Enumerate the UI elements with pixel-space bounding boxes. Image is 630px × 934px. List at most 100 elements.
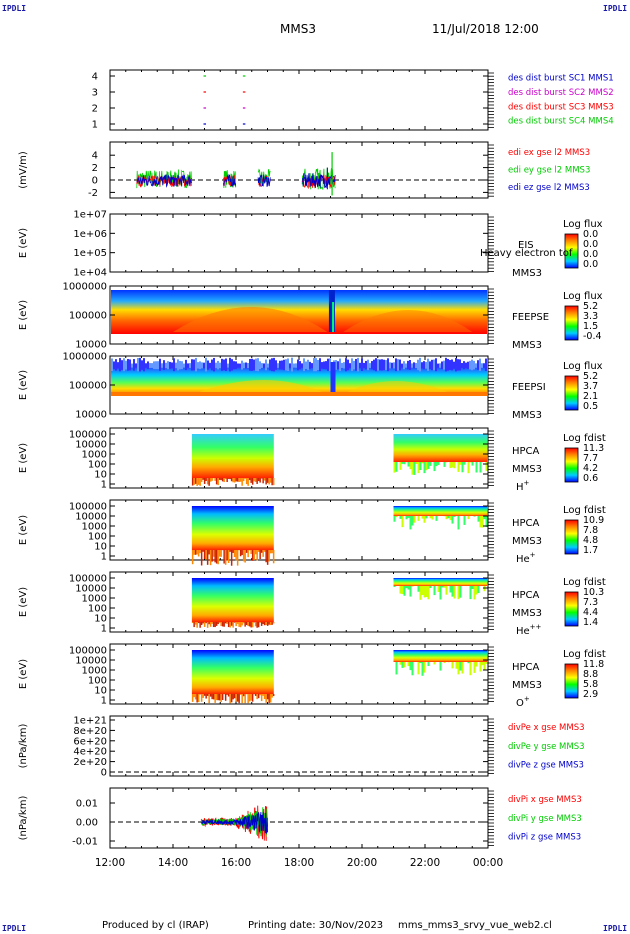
feepsi-speckle — [401, 363, 403, 368]
feepsi-speckle — [409, 360, 411, 370]
feepsi-speckle — [305, 361, 307, 369]
hpca-fuzz — [214, 622, 216, 628]
feepsi-speckle — [285, 359, 287, 371]
hpca-fuzz — [209, 694, 212, 697]
hpca-fuzz — [401, 516, 404, 528]
hpca-fuzz — [481, 516, 484, 528]
hpca-fuzz — [203, 550, 206, 559]
hpca-fuzz — [395, 516, 398, 518]
y-tick-label-burst: 4 — [92, 72, 98, 83]
feepsi-speckle — [381, 359, 383, 371]
feepsi-speckle — [181, 361, 183, 370]
y-axis-label-hpca_h: E (eV) — [18, 443, 29, 473]
y-tick-label-feepse: 1000000 — [62, 282, 107, 293]
colorbar-tick-feepsi: 0.5 — [583, 401, 598, 412]
feepsi-speckle — [111, 358, 113, 372]
hpca-fuzz — [202, 478, 204, 480]
hpca-fuzz — [211, 478, 213, 481]
feepsi-speckle — [257, 358, 259, 372]
hpca-fuzz — [437, 586, 440, 593]
hpca-fuzz — [257, 478, 260, 482]
hpca-fuzz — [206, 622, 209, 628]
hpca-fuzz — [251, 550, 254, 561]
colorbar-tick-hpca_he: 1.7 — [583, 545, 598, 556]
hpca-fuzz — [271, 478, 273, 486]
hpca-fuzz — [479, 662, 482, 672]
hpca-fuzz — [417, 516, 420, 521]
spacecraft-title: MMS3 — [280, 22, 316, 36]
feepsi-speckle — [349, 363, 351, 368]
hpca-fuzz — [459, 662, 462, 671]
hpca-fuzz — [232, 694, 234, 700]
corner-label-bottom-left: IPDLI — [2, 924, 27, 933]
hpca-fuzz — [236, 694, 239, 702]
y-tick-label-hpca_o: 1 — [101, 696, 107, 707]
feepsi-speckle — [289, 363, 291, 368]
feepsi-speckle — [187, 363, 189, 368]
hpca-fuzz — [457, 516, 460, 530]
colorbar-tick-hpca_h: 7.7 — [583, 453, 598, 464]
hpca-fuzz — [269, 478, 272, 483]
hpca-fuzz — [477, 516, 480, 522]
hpca-heatmap-block-hpca_h — [393, 434, 487, 462]
hpca-fuzz — [399, 516, 402, 519]
feepsi-speckle — [453, 361, 455, 369]
hpca-fuzz — [419, 662, 422, 664]
feepsi-speckle — [449, 360, 451, 370]
feepsi-speckle — [291, 357, 293, 372]
species-label-hpca_hepp: He++ — [516, 623, 542, 637]
legend-entry-burst: des dist burst SC1 MMS1 — [508, 74, 614, 84]
hpca-fuzz — [447, 516, 450, 519]
hpca-fuzz — [451, 462, 454, 468]
hpca-fuzz — [209, 622, 212, 627]
hpca-fuzz — [197, 478, 200, 485]
legend-entry-burst: des dist burst SC2 MMS2 — [508, 88, 614, 98]
feepsi-speckle — [351, 358, 353, 372]
instrument-label-eis: EIS — [518, 240, 534, 251]
hpca-fuzz — [209, 478, 212, 482]
hpca-fuzz — [218, 622, 221, 624]
hpca-fuzz — [419, 586, 422, 600]
feepsi-speckle — [191, 359, 193, 371]
y-tick-label-hpca_h: 100000 — [69, 430, 107, 441]
hpca-fuzz — [473, 516, 476, 517]
hpca-fuzz — [259, 694, 261, 696]
feepsi-speckle — [221, 358, 223, 371]
hpca-fuzz — [260, 550, 263, 553]
hpca-fuzz — [223, 478, 225, 483]
hpca-fuzz — [433, 462, 436, 472]
feepsi-speckle — [485, 358, 487, 371]
hpca-fuzz — [206, 478, 209, 485]
y-tick-label-hpca_hepp: 1000 — [82, 594, 107, 605]
feepsi-speckle — [467, 361, 469, 369]
feepsi-speckle — [245, 362, 247, 369]
hpca-fuzz — [445, 516, 448, 520]
hpca-fuzz — [421, 586, 424, 596]
x-tick-label: 12:00 — [95, 857, 125, 869]
hpca-fuzz — [238, 622, 240, 627]
x-tick-label: 18:00 — [284, 857, 314, 869]
colorbar-tick-hpca_hepp: 7.3 — [583, 597, 598, 608]
feepsi-speckle — [397, 359, 399, 371]
hpca-heatmap-block-hpca_o — [393, 650, 487, 662]
hpca-fuzz — [269, 622, 272, 626]
y-tick-label-divpe: 0 — [101, 768, 107, 779]
feepsi-speckle — [273, 357, 275, 372]
hpca-fuzz — [217, 550, 219, 565]
y-axis-label-hpca_he: E (eV) — [18, 515, 29, 545]
hpca-fuzz — [211, 550, 213, 562]
hpca-fuzz — [242, 550, 245, 562]
hpca-fuzz — [196, 694, 198, 703]
y-axis-label-edi: (mV/m) — [18, 151, 29, 189]
hpca-fuzz — [483, 516, 486, 520]
feepsi-speckle — [319, 358, 321, 372]
feepsi-speckle — [323, 361, 325, 370]
feepsi-speckle — [235, 361, 237, 370]
colorbar-tick-hpca_hepp: 4.4 — [583, 607, 598, 618]
colorbar-tick-feepsi: 2.1 — [583, 391, 598, 402]
hpca-fuzz — [241, 694, 243, 704]
colorbar-title-feepse: Log flux — [563, 291, 603, 302]
feepsi-speckle — [243, 362, 245, 369]
feepsi-speckle — [119, 358, 121, 372]
hpca-fuzz — [256, 622, 258, 628]
